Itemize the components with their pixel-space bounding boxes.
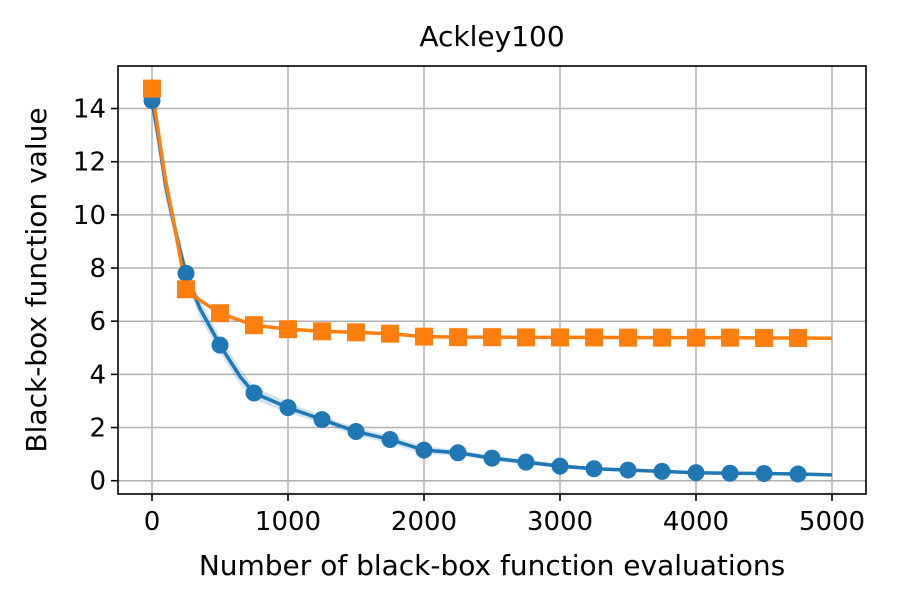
x-tick-label: 2000 [391,507,457,537]
series-1-point [143,79,161,98]
series-1-point [381,324,399,343]
series-1-point [177,280,195,299]
y-tick-label: 14 [73,95,106,125]
series-0-point [721,464,739,482]
series-0-point [279,399,297,417]
x-tick-label: 4000 [663,507,729,537]
confidence-bands [152,92,832,476]
series-0-point [789,465,807,483]
series-0-point [687,464,705,482]
series-0-point [517,453,535,471]
series-0-point [653,462,671,480]
tick-labels: 0 1000 2000 3000 4000 5000 0 2 4 6 8 10 12 14 [73,95,865,537]
series-1-point [721,328,739,347]
y-tick-label: 4 [89,360,106,390]
series-0-point [177,264,195,282]
x-tick-label: 5000 [799,507,865,537]
series-0-point [619,461,637,479]
y-axis-label: Black-box function value [20,107,53,452]
series-1-point [585,328,603,347]
series-0-point [415,441,433,459]
y-tick-label: 12 [73,148,106,178]
series-0-point [449,444,467,462]
y-tick-label: 0 [89,467,106,497]
x-axis-label: Number of black-box function evaluations [199,549,785,582]
grid-lines [118,66,866,494]
series-markers [143,79,807,483]
y-tick-label: 8 [89,254,106,284]
series-1-point [653,328,671,347]
series-1-point [687,328,705,347]
chart-title: Ackley100 [419,20,564,53]
series-0-point [347,423,365,441]
series-0-point [755,465,773,483]
series-1-point [789,328,807,347]
plot-frame [117,65,867,495]
y-tick-label: 2 [89,414,106,444]
x-tick-label: 3000 [527,507,593,537]
series-0-point [551,457,569,475]
series-0-line [150,100,833,477]
y-tick-label: 10 [73,201,106,231]
x-tick-label: 0 [144,507,161,537]
series-0-point [381,431,399,449]
series-1-point [517,328,535,347]
series-0-point [585,460,603,478]
series-1-point [313,322,331,341]
series-1-point [279,320,297,339]
series-1-point [347,323,365,342]
series-1-point [619,328,637,347]
series-0-point [245,384,263,402]
series-1-line [150,88,833,340]
series-1-point [415,327,433,346]
series-0-point [211,336,229,354]
series-1-point [755,328,773,347]
x-tick-label: 1000 [255,507,321,537]
series-0-point [483,449,501,467]
series-1-point [551,328,569,347]
series-1-point [449,328,467,347]
series-lines [150,88,833,477]
series-1-point [245,316,263,335]
series-1-point [211,304,229,323]
series-0-band [152,92,832,476]
y-tick-label: 6 [89,307,106,337]
series-1-point [483,328,501,347]
series-0-point [313,411,331,429]
